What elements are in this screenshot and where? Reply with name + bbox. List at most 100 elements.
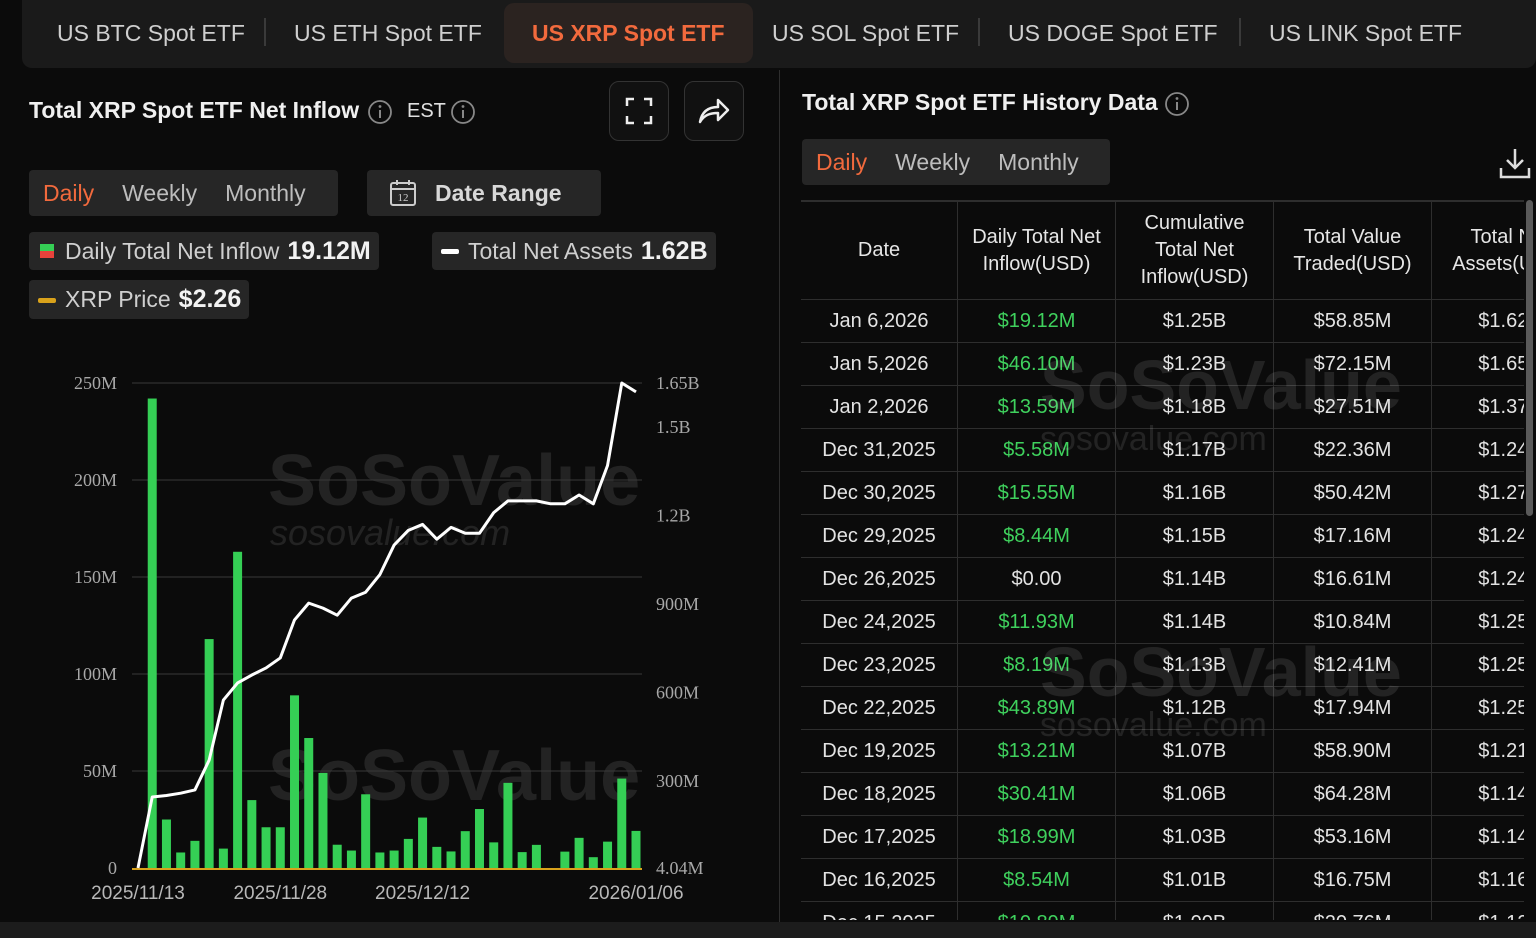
table-row: Dec 16,2025$8.54M$1.01B$16.75M$1.16B xyxy=(801,858,1524,902)
share-icon xyxy=(698,98,730,124)
table-cell: $1.01B xyxy=(1115,858,1274,902)
table-cell: $1.23B xyxy=(1115,342,1274,386)
y2-tick-label: 900M xyxy=(656,594,699,614)
table-cell: Dec 26,2025 xyxy=(801,557,958,601)
table-cell: $10.84M xyxy=(1273,600,1432,644)
table-cell: $13.21M xyxy=(957,729,1116,773)
share-button[interactable] xyxy=(684,81,744,141)
bar xyxy=(631,830,641,868)
line xyxy=(136,381,637,869)
table-cell: Jan 2,2026 xyxy=(801,385,958,429)
table-cell: $20.76M xyxy=(1273,901,1432,920)
scrollbar[interactable] xyxy=(1526,200,1533,516)
tab[interactable]: US LINK Spot ETF xyxy=(1269,20,1463,46)
table-row: Dec 29,2025$8.44M$1.15B$17.16M$1.24B xyxy=(801,514,1524,558)
table-cell: $46.10M xyxy=(957,342,1116,386)
bar xyxy=(161,819,171,868)
bar xyxy=(346,850,356,868)
history-table: Date Daily Total Net Inflow(USD) Cumulativ… xyxy=(801,200,1524,920)
download-icon[interactable] xyxy=(1498,146,1532,180)
table-cell: $1.16B xyxy=(1115,471,1274,515)
table-row: Dec 26,2025$0.00$1.14B$16.61M$1.24B xyxy=(801,557,1524,601)
table-cell: $58.85M xyxy=(1273,299,1432,343)
legend-label: Total Net Assets xyxy=(468,237,633,264)
table-cell: $1.00B xyxy=(1115,901,1274,920)
y-tick-label: 150M xyxy=(74,567,117,587)
table-cell: $53.16M xyxy=(1273,815,1432,859)
tab[interactable]: US XRP Spot ETF xyxy=(504,3,753,63)
x-tick-label: 2025/11/28 xyxy=(233,883,327,904)
bar xyxy=(375,852,385,868)
table-cell: $1.24B xyxy=(1431,557,1524,601)
table-cell: Dec 24,2025 xyxy=(801,600,958,644)
bar xyxy=(432,846,442,868)
y2-tick-label: 1.5B xyxy=(656,417,691,437)
tab-separator xyxy=(264,18,266,46)
table-cell: $16.75M xyxy=(1273,858,1432,902)
table-cell: Dec 19,2025 xyxy=(801,729,958,773)
legend-item[interactable]: Total Net Assets 1.62B xyxy=(432,232,716,270)
column-header: Total Value Traded(USD) xyxy=(1273,200,1432,300)
tab[interactable]: US DOGE Spot ETF xyxy=(1008,20,1218,46)
bar xyxy=(446,851,456,868)
bar xyxy=(403,838,413,868)
table-cell: $18.99M xyxy=(957,815,1116,859)
table-row: Dec 17,2025$18.99M$1.03B$53.16M$1.14B xyxy=(801,815,1524,859)
table-row: Dec 30,2025$15.55M$1.16B$50.42M$1.27B xyxy=(801,471,1524,515)
tab-bar: US BTC Spot ETF US ETH Spot ETF US XRP Spo… xyxy=(22,0,1536,68)
chart-title: Total XRP Spot ETF Net Inflow xyxy=(29,97,360,123)
table-cell: Dec 31,2025 xyxy=(801,428,958,472)
column-header: Daily Total Net Inflow(USD) xyxy=(957,200,1116,300)
bar xyxy=(290,695,300,868)
table-row: Jan 5,2026$46.10M$1.23B$72.15M$1.65B xyxy=(801,342,1524,386)
table-cell: Dec 16,2025 xyxy=(801,858,958,902)
date-range-button[interactable]: 12 Date Range xyxy=(367,170,601,216)
table-cell: Dec 30,2025 xyxy=(801,471,958,515)
info-icon[interactable] xyxy=(367,99,393,125)
bar xyxy=(304,738,314,868)
bar xyxy=(218,848,228,868)
table-cell: $8.54M xyxy=(957,858,1116,902)
bar xyxy=(560,851,570,868)
period-option[interactable]: Daily xyxy=(43,179,95,206)
table-cell: $19.12M xyxy=(957,299,1116,343)
period-option[interactable]: Monthly xyxy=(225,179,306,206)
fullscreen-button[interactable] xyxy=(609,81,669,141)
tab[interactable]: US ETH Spot ETF xyxy=(294,20,482,46)
table-cell: $0.00 xyxy=(957,557,1116,601)
fullscreen-icon xyxy=(625,97,653,125)
legend-swatch xyxy=(40,244,54,258)
bar xyxy=(531,844,541,868)
table-row: Jan 6,2026$19.12M$1.25B$58.85M$1.62B xyxy=(801,299,1524,343)
table-cell: $17.16M xyxy=(1273,514,1432,558)
info-icon[interactable] xyxy=(450,99,476,125)
tab[interactable]: US BTC Spot ETF xyxy=(57,20,245,46)
period-toggle: Daily Weekly Monthly xyxy=(802,139,1110,185)
tab-separator xyxy=(978,18,980,46)
y-tick-label: 0 xyxy=(108,858,117,878)
period-option[interactable]: Monthly xyxy=(998,148,1079,175)
period-option[interactable]: Daily xyxy=(816,148,868,175)
table-cell: $1.12B xyxy=(1431,901,1524,920)
period-option[interactable]: Weekly xyxy=(895,148,971,175)
period-toggle: Daily Weekly Monthly xyxy=(29,170,338,216)
table-cell: $1.27B xyxy=(1431,471,1524,515)
column-header: Total Net Assets(USD) xyxy=(1431,200,1524,300)
table-cell: $1.12B xyxy=(1115,686,1274,730)
table-cell: $1.18B xyxy=(1115,385,1274,429)
date-range-label: Date Range xyxy=(435,179,562,206)
bar xyxy=(489,842,499,868)
tab[interactable]: US SOL Spot ETF xyxy=(772,20,960,46)
period-option[interactable]: Weekly xyxy=(122,179,198,206)
y-tick-label: 200M xyxy=(74,470,117,490)
legend-item[interactable]: Daily Total Net Inflow 19.12M xyxy=(29,232,379,270)
table-cell: $27.51M xyxy=(1273,385,1432,429)
legend-item[interactable]: XRP Price $2.26 xyxy=(29,280,250,319)
tab-separator xyxy=(1239,18,1241,46)
bar xyxy=(474,809,484,868)
info-icon[interactable] xyxy=(1164,91,1190,117)
table-cell: Dec 18,2025 xyxy=(801,772,958,816)
table-cell: Dec 15,2025 xyxy=(801,901,958,920)
table-cell: $8.19M xyxy=(957,643,1116,687)
timezone[interactable]: EST xyxy=(407,100,446,122)
